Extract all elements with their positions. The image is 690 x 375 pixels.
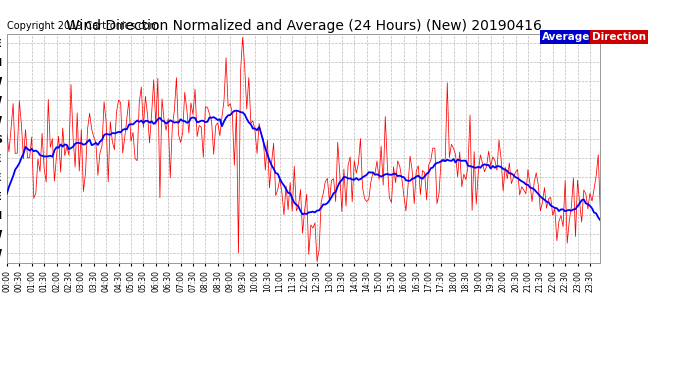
Text: Average: Average <box>542 32 590 42</box>
Text: Copyright 2019 Cartronics.com: Copyright 2019 Cartronics.com <box>7 21 159 32</box>
Title: Wind Direction Normalized and Average (24 Hours) (New) 20190416: Wind Direction Normalized and Average (2… <box>66 19 542 33</box>
Text: Direction: Direction <box>592 32 646 42</box>
